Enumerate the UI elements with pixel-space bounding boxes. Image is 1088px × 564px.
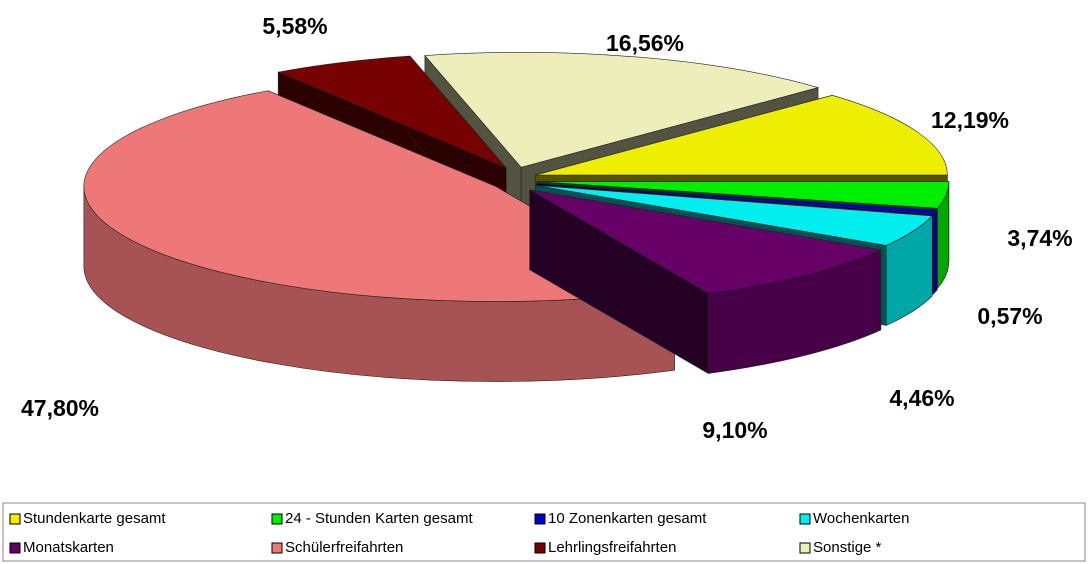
data-label: 47,80%: [21, 395, 99, 421]
data-label: 3,74%: [1007, 225, 1072, 251]
slice-top: [83, 90, 676, 302]
legend-label: Lehrlingsfreifahrten: [548, 539, 676, 556]
slice-top: [535, 184, 933, 246]
data-label: 12,19%: [931, 107, 1009, 133]
slice-top: [536, 181, 950, 209]
legend-swatch: [9, 513, 21, 525]
legend-label: Wochenkarten: [813, 510, 909, 527]
slice-top: [424, 52, 820, 168]
legend-swatch: [534, 513, 546, 525]
slice-top: [536, 182, 938, 215]
legend-label: 24 - Stunden Karten gesamt: [285, 510, 473, 527]
data-label: 4,46%: [889, 385, 954, 411]
data-label: 9,10%: [702, 417, 767, 443]
legend-label: Stundenkarte gesamt: [23, 510, 166, 527]
legend-label: 10 Zonenkarten gesamt: [548, 510, 707, 527]
slice-top: [277, 55, 507, 169]
legend-label: Schülerfreifahrten: [285, 539, 403, 556]
legend-swatch: [271, 513, 283, 525]
legend-swatch: [9, 542, 21, 554]
legend-swatch: [271, 542, 283, 554]
legend-label: Sonstige *: [813, 539, 882, 556]
legend-label: Monatskarten: [23, 539, 114, 556]
data-label: 0,57%: [977, 303, 1042, 329]
data-label: 16,56%: [606, 30, 684, 56]
slice-top: [535, 95, 948, 176]
legend-swatch: [799, 542, 811, 554]
data-label: 5,58%: [262, 13, 327, 39]
legend-swatch: [799, 513, 811, 525]
slice-side: [933, 209, 938, 295]
legend-swatch: [534, 542, 546, 554]
slice-top: [529, 189, 882, 294]
slice: [529, 189, 882, 374]
